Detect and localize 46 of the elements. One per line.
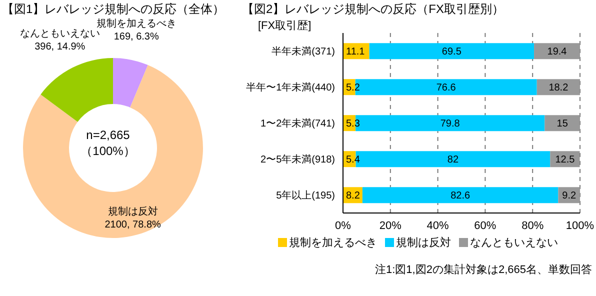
legend-label: 規制は反対 xyxy=(395,236,451,250)
x-tick-label: 100% xyxy=(566,220,594,232)
x-tick-label: 20% xyxy=(379,220,402,232)
data-label: 15 xyxy=(556,118,568,130)
data-label: 19.4 xyxy=(547,46,568,58)
data-label: 69.5 xyxy=(442,46,462,58)
legend-label: 規制を加えるべき xyxy=(288,236,377,250)
data-label: 79.8 xyxy=(440,118,460,130)
y-tick-label: 半年未満(371) xyxy=(272,46,335,58)
slice-label: なんともいえない xyxy=(20,28,100,40)
legend-label: なんともいえない xyxy=(469,236,558,250)
chart-title: 【図2】レバレッジ規制への反応（FX取引歴別） xyxy=(242,1,504,18)
data-label: 82.6 xyxy=(450,190,470,202)
bar xyxy=(534,43,580,60)
slice-label: 規制を加えるべき xyxy=(96,17,176,30)
bar xyxy=(544,115,580,132)
data-label: 8.2 xyxy=(346,190,360,202)
donut-slice xyxy=(113,58,148,108)
y-tick-label: 2〜5年未満(918) xyxy=(260,154,335,166)
data-label: 18.2 xyxy=(548,82,569,94)
data-label: 11.1 xyxy=(346,46,366,58)
bar xyxy=(362,187,558,204)
text: （100%） xyxy=(80,144,136,158)
bar xyxy=(369,43,534,60)
x-tick-label: 60% xyxy=(474,220,496,232)
data-label: 82 xyxy=(447,154,459,166)
donut-slice xyxy=(23,65,203,238)
y-axis-title: [FX取引歴] xyxy=(258,19,312,33)
y-tick-label: 半年〜1年未満(440) xyxy=(246,82,335,94)
chart-title: 【図1】レバレッジ規制への反応（全体） xyxy=(2,1,225,18)
text: 注1:図1,図2の集計対象は2,665名、単数回答 xyxy=(375,262,592,277)
donut-slice xyxy=(40,58,113,122)
y-tick-label: 1〜2年未満(741) xyxy=(260,118,335,130)
bar xyxy=(536,79,580,96)
x-tick-label: 80% xyxy=(522,220,544,232)
text: n=2,665 xyxy=(86,128,130,142)
x-tick-label: 0% xyxy=(335,220,352,232)
y-tick-label: 5年以上(195) xyxy=(276,190,335,202)
data-label: 169, 6.3% xyxy=(114,31,159,42)
data-label: 2100, 78.8% xyxy=(104,219,162,230)
x-tick-label: 40% xyxy=(426,220,450,232)
data-label: 396, 14.9% xyxy=(34,42,86,53)
data-label: 9.2 xyxy=(562,190,576,202)
slice-label: 規制は反対 xyxy=(108,205,158,218)
data-label: 12.5 xyxy=(555,154,576,166)
data-label: 76.6 xyxy=(436,82,456,94)
